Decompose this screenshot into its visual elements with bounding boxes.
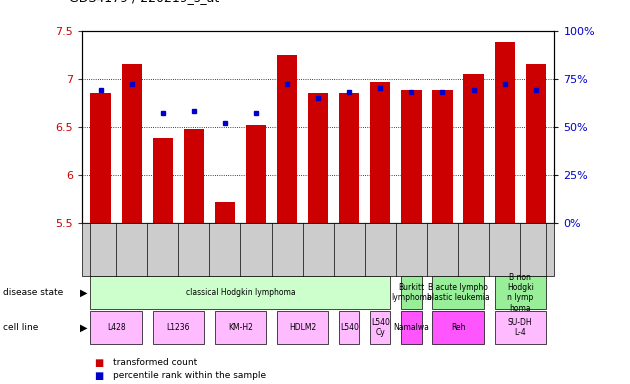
Bar — [464, 74, 484, 223]
Text: B acute lympho
blastic leukemia: B acute lympho blastic leukemia — [427, 283, 490, 303]
Bar — [91, 93, 111, 223]
Bar — [122, 65, 142, 223]
Text: Burkitt
lymphoma: Burkitt lymphoma — [391, 283, 432, 303]
Bar — [277, 55, 297, 223]
Bar — [308, 93, 328, 223]
Text: transformed count: transformed count — [113, 358, 198, 367]
Text: B non
Hodgki
n lymp
homa: B non Hodgki n lymp homa — [507, 273, 534, 313]
Text: L1236: L1236 — [166, 323, 190, 332]
Bar — [432, 90, 452, 223]
Text: L540
Cy: L540 Cy — [371, 318, 390, 337]
Bar — [246, 125, 266, 223]
Text: cell line: cell line — [3, 323, 38, 332]
Bar — [525, 65, 546, 223]
Text: ■: ■ — [94, 358, 104, 368]
Text: disease state: disease state — [3, 288, 64, 297]
Bar — [339, 93, 359, 223]
Text: Namalwa: Namalwa — [394, 323, 429, 332]
Bar — [152, 138, 173, 223]
Text: KM-H2: KM-H2 — [228, 323, 253, 332]
Text: L540: L540 — [340, 323, 358, 332]
Bar — [184, 129, 204, 223]
Text: classical Hodgkin lymphoma: classical Hodgkin lymphoma — [186, 288, 295, 297]
Text: ▶: ▶ — [80, 288, 88, 298]
Bar — [370, 82, 391, 223]
Text: L428: L428 — [106, 323, 125, 332]
Bar — [401, 90, 421, 223]
Text: ■: ■ — [94, 371, 104, 381]
Bar — [495, 42, 515, 223]
Bar — [215, 202, 235, 223]
Text: Reh: Reh — [451, 323, 466, 332]
Text: percentile rank within the sample: percentile rank within the sample — [113, 371, 266, 380]
Text: SU-DH
L-4: SU-DH L-4 — [508, 318, 532, 337]
Text: HDLM2: HDLM2 — [289, 323, 316, 332]
Text: ▶: ▶ — [80, 322, 88, 333]
Text: GDS4179 / 220219_s_at: GDS4179 / 220219_s_at — [69, 0, 219, 4]
